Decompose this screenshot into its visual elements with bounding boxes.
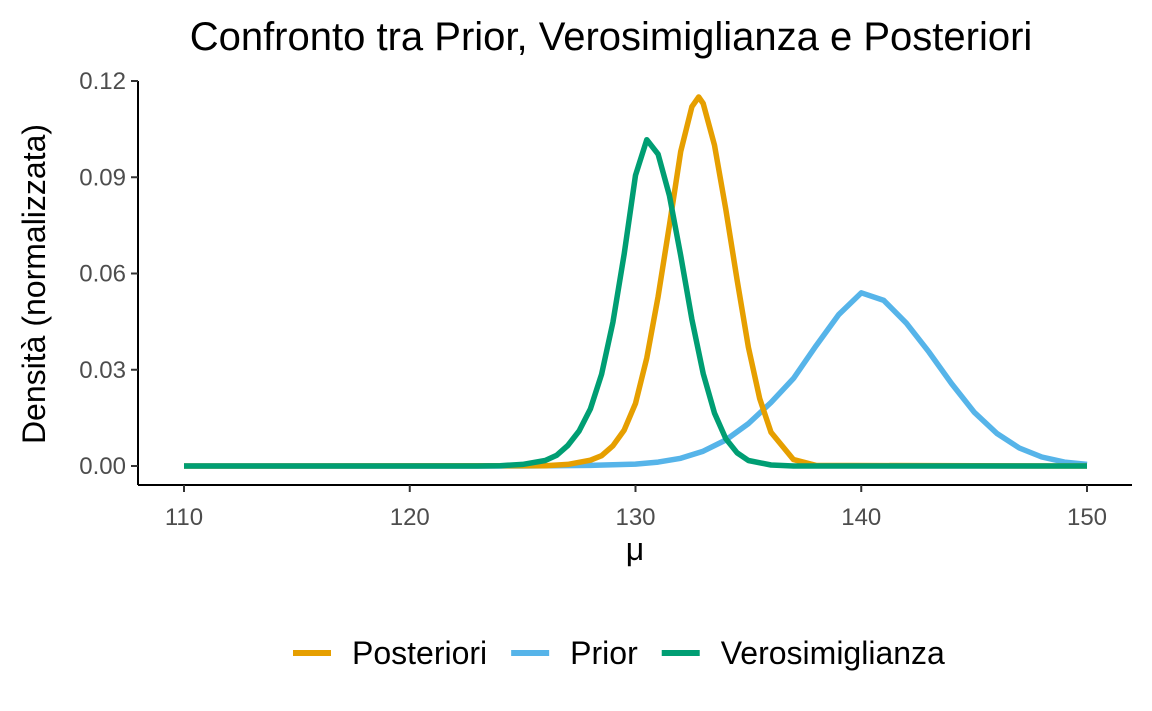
y-tick-label: 0.12 <box>79 68 126 95</box>
y-tick-label: 0.03 <box>79 357 126 384</box>
x-axis-title: μ <box>626 531 644 567</box>
x-tick-label: 130 <box>615 504 655 531</box>
y-tick-label: 0.06 <box>79 261 126 288</box>
legend-label-posteriori: Posteriori <box>352 635 487 671</box>
series-line-verosimiglianza <box>184 136 1087 469</box>
x-tick-label: 140 <box>841 504 881 531</box>
axes: 0.00 0.03 0.06 0.09 0.12 110 120 130 140 150 <box>79 68 1132 531</box>
y-tick-label: 0.09 <box>79 164 126 191</box>
y-axis-title: Densità (normalizzata) <box>16 124 52 444</box>
legend: Posteriori Prior Verosimiglianza <box>293 635 945 671</box>
legend-label-prior: Prior <box>570 635 638 671</box>
series-line-posteriori <box>183 94 1088 469</box>
x-tick-label: 150 <box>1067 504 1107 531</box>
series-line-prior <box>184 290 1088 469</box>
series-layer <box>183 94 1088 469</box>
x-tick-label: 120 <box>390 504 430 531</box>
y-tick-label: 0.00 <box>79 453 126 480</box>
chart-title: Confronto tra Prior, Verosimiglianza e P… <box>190 15 1033 59</box>
legend-label-verosimiglianza: Verosimiglianza <box>721 635 945 671</box>
x-tick-label: 110 <box>165 504 203 531</box>
